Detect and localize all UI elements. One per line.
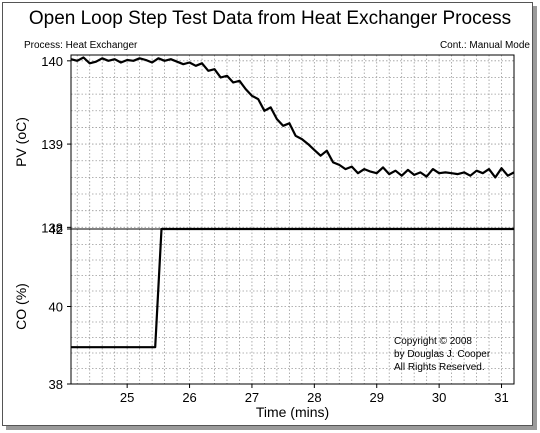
co-series-line bbox=[71, 227, 514, 349]
chart-frame bbox=[2, 2, 533, 426]
controller-mode-note: Cont.: Manual Mode bbox=[439, 40, 530, 51]
copyright-annotation-line: by Douglas J. Cooper bbox=[394, 349, 491, 360]
copyright-annotation-line: Copyright © 2008 bbox=[394, 336, 472, 347]
y-tick-label: 40 bbox=[49, 300, 63, 315]
x-axis-label: Time (mins) bbox=[256, 404, 329, 420]
chart-title: Open Loop Step Test Data from Heat Excha… bbox=[28, 8, 512, 29]
x-tick-label: 27 bbox=[245, 390, 259, 405]
x-tick-label: 26 bbox=[182, 390, 196, 405]
y-tick-label: 140 bbox=[41, 54, 63, 69]
y-tick-label: 138 bbox=[41, 220, 63, 235]
x-tick-label: 28 bbox=[307, 390, 321, 405]
y-tick-label: 38 bbox=[49, 377, 63, 392]
process-note: Process: Heat Exchanger bbox=[24, 40, 138, 51]
x-tick-label: 25 bbox=[120, 390, 134, 405]
x-tick-label: 30 bbox=[432, 390, 446, 405]
y-tick-label: 42 bbox=[49, 222, 63, 237]
panel-border bbox=[70, 54, 515, 230]
copyright-annotation-line: All Rights Reserved. bbox=[394, 362, 485, 373]
x-tick-label: 29 bbox=[369, 390, 383, 405]
y-tick-label: 139 bbox=[41, 137, 63, 152]
y-axis-label: PV (oC) bbox=[13, 117, 29, 167]
y-axis-label: CO (%) bbox=[13, 283, 29, 330]
x-tick-label: 31 bbox=[494, 390, 508, 405]
pv-series-line bbox=[70, 56, 515, 179]
